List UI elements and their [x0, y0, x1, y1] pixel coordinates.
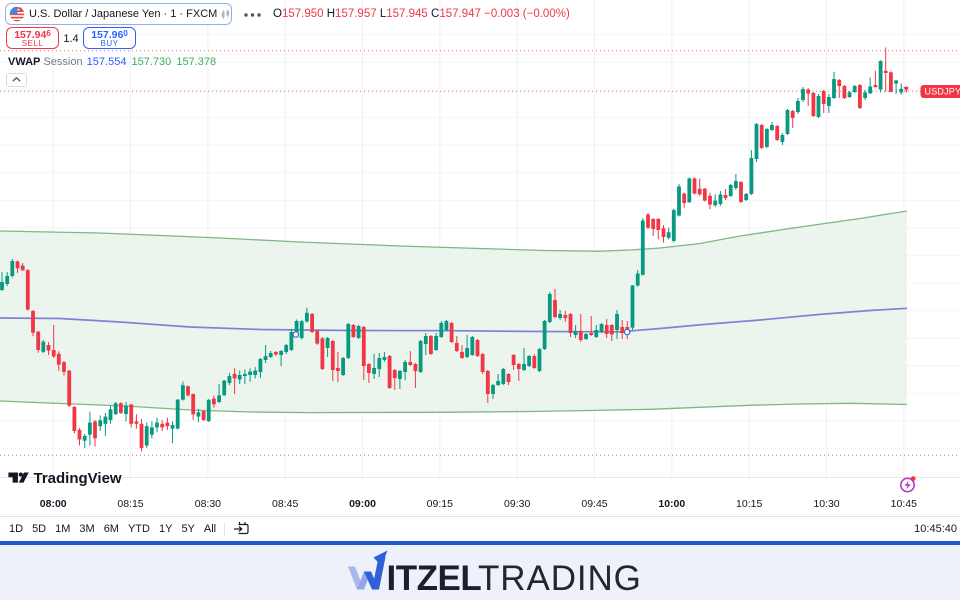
svg-text:08:15: 08:15: [117, 498, 143, 510]
svg-text:08:00: 08:00: [40, 498, 67, 510]
svg-text:10:00: 10:00: [658, 498, 685, 510]
svg-text:09:15: 09:15: [427, 498, 453, 510]
svg-text:TradingView: TradingView: [34, 470, 122, 487]
svg-text:10:15: 10:15: [736, 498, 762, 510]
svg-text:TRADING: TRADING: [478, 559, 642, 594]
svg-text:08:45: 08:45: [272, 498, 298, 510]
svg-text:10:45: 10:45: [891, 498, 917, 510]
svg-text:10:30: 10:30: [813, 498, 839, 510]
svg-text:08:30: 08:30: [195, 498, 221, 510]
svg-text:USDJPY: USDJPY: [925, 87, 960, 97]
svg-text:09:45: 09:45: [581, 498, 607, 510]
svg-text:09:00: 09:00: [349, 498, 376, 510]
svg-text:09:30: 09:30: [504, 498, 530, 510]
svg-text:ITZEL: ITZEL: [387, 559, 482, 594]
